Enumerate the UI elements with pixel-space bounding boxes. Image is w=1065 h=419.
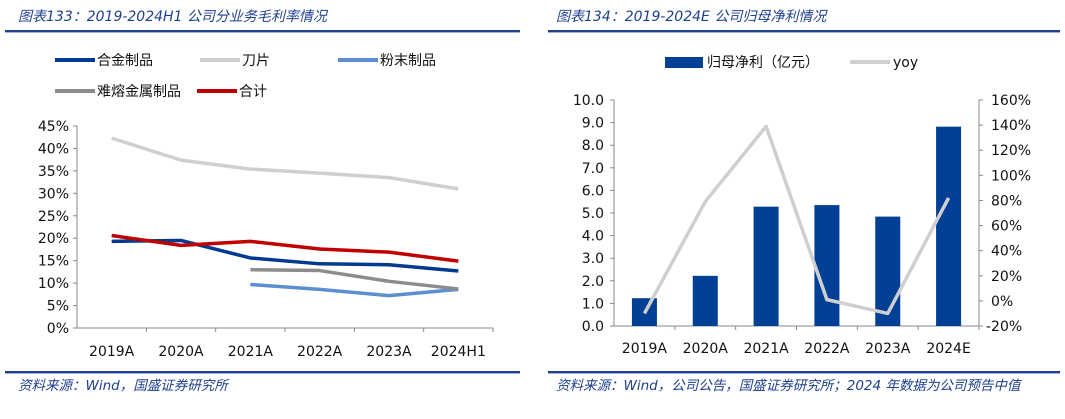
legend-label: 粉末制品 xyxy=(380,53,436,69)
x-tick-label: 2019A xyxy=(89,344,135,360)
y-tick-label: 45% xyxy=(38,119,69,135)
y2-tick-label: 40% xyxy=(991,244,1022,260)
x-tick-label: 2024E xyxy=(926,341,970,357)
y-tick-label: 4.0 xyxy=(582,229,604,245)
y2-tick-label: 0% xyxy=(991,294,1013,310)
legend-label: 归母净利（亿元） xyxy=(707,54,819,71)
legend-label: 难熔金属制品 xyxy=(97,84,181,100)
y2-tick-label: 140% xyxy=(991,118,1031,134)
left-header-rule xyxy=(5,30,520,33)
margin-line-chart: 0% 5% 10% 15% 20% 25% 30% 35% 40% 45% 2019A 2020A 20… xyxy=(38,53,494,360)
y2-tick-label: 80% xyxy=(991,193,1022,209)
yoy-line xyxy=(642,124,951,316)
y-tick-label: 40% xyxy=(38,141,69,157)
y-tick-label: 0.0 xyxy=(582,319,604,335)
net-profit-bar-chart: 0.0 1.0 2.0 3.0 4.0 5.0 6.0 7.0 8.0 9.0 10.0 -20% 0%… xyxy=(573,54,1031,357)
x-tick-label: 2021A xyxy=(228,344,274,360)
y-tick-label: 6.0 xyxy=(582,183,604,199)
y2-tick-label: -20% xyxy=(986,319,1022,335)
right-source-note: 资料来源：Wind，公司公告，国盛证券研究所；2024 年数据为公司预告中值 xyxy=(556,378,1021,394)
y-tick-label: 10% xyxy=(38,276,69,292)
series-line-难熔金属制品 xyxy=(250,267,459,291)
y2-tick-label: 120% xyxy=(991,143,1031,159)
x-tick-label: 2023A xyxy=(366,344,412,360)
x-tick-label: 2020A xyxy=(158,344,204,360)
y-tick-label: 0% xyxy=(47,321,69,337)
x-tick-label: 2022A xyxy=(297,344,343,360)
x-tick-label: 2021A xyxy=(743,341,789,357)
legend-label: 合计 xyxy=(239,84,267,100)
y-tick-label: 5% xyxy=(47,299,69,315)
bar-2022A xyxy=(814,205,840,326)
x-tick-label: 2024H1 xyxy=(431,344,486,360)
x-tick-label: 2022A xyxy=(804,341,850,357)
series-line-合金制品 xyxy=(111,238,459,273)
legend-label: yoy xyxy=(893,55,918,71)
legend-swatch-bar xyxy=(665,57,703,68)
y-tick-label: 1.0 xyxy=(582,296,604,312)
y-tick-label: 35% xyxy=(38,164,69,180)
x-tick-label: 2020A xyxy=(683,341,729,357)
right-chart-title: 图表134：2019-2024E 公司归母净利情况 xyxy=(556,9,827,25)
legend-label: 合金制品 xyxy=(97,53,153,69)
y-tick-label: 7.0 xyxy=(582,161,604,177)
bar-2024E xyxy=(936,126,962,326)
x-tick-label: 2019A xyxy=(622,341,668,357)
series-line-粉末制品 xyxy=(250,282,459,298)
series-line-刀片 xyxy=(111,136,459,191)
legend-label: 刀片 xyxy=(242,53,270,69)
y-tick-label: 9.0 xyxy=(582,116,604,132)
y2-tick-label: 100% xyxy=(991,168,1031,184)
right-header-rule xyxy=(548,30,1060,33)
y2-tick-label: 20% xyxy=(991,269,1022,285)
y-tick-label: 20% xyxy=(38,231,69,247)
y-tick-label: 5.0 xyxy=(582,206,604,222)
series-line-合计 xyxy=(111,233,459,263)
y-tick-label: 25% xyxy=(38,209,69,225)
bar-2023A xyxy=(875,216,901,326)
y-tick-label: 3.0 xyxy=(582,251,604,267)
right-footer-rule xyxy=(548,371,1060,374)
left-footer-rule xyxy=(5,371,520,374)
bar-2020A xyxy=(692,275,718,326)
y2-tick-label: 160% xyxy=(991,93,1031,109)
y-tick-label: 2.0 xyxy=(582,274,604,290)
y-tick-label: 30% xyxy=(38,186,69,202)
left-source-note: 资料来源：Wind，国盛证券研究所 xyxy=(18,378,228,394)
y-tick-label: 10.0 xyxy=(573,93,604,109)
left-chart-title: 图表133：2019-2024H1 公司分业务毛利率情况 xyxy=(18,9,327,25)
x-tick-label: 2023A xyxy=(865,341,911,357)
y-tick-label: 8.0 xyxy=(582,138,604,154)
y-tick-label: 15% xyxy=(38,254,69,270)
bar-2021A xyxy=(753,206,779,326)
y2-tick-label: 60% xyxy=(991,219,1022,235)
